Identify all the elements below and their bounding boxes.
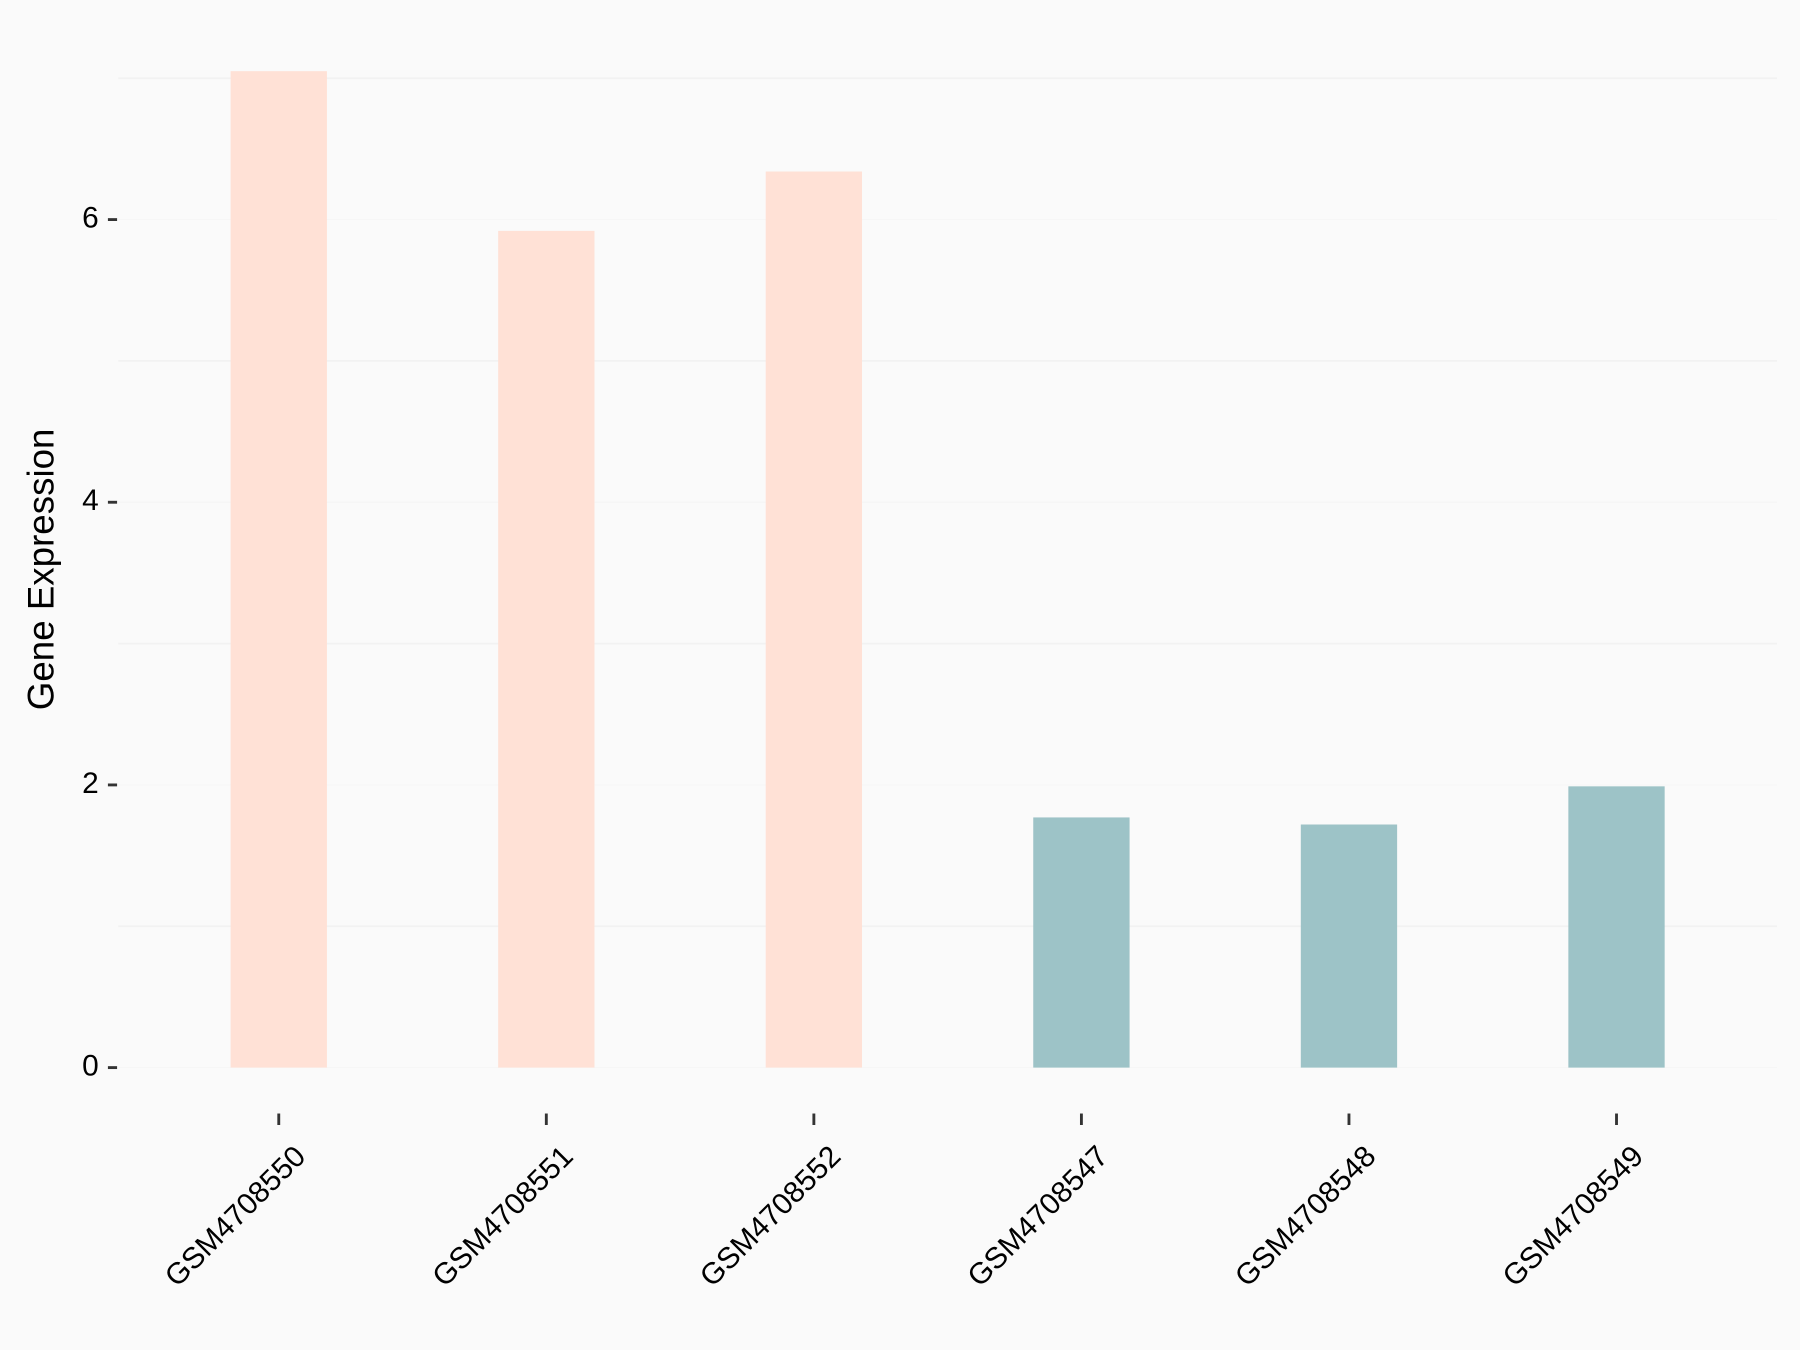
y-tick-label: 0 [82, 1049, 99, 1082]
y-tick-label: 2 [82, 767, 99, 800]
y-tick-label: 4 [82, 484, 99, 517]
y-axis-title: Gene Expression [20, 429, 61, 711]
bar [765, 171, 863, 1068]
bar [230, 71, 327, 1068]
bar [1300, 824, 1398, 1068]
bar [498, 230, 595, 1068]
bar [1568, 786, 1665, 1068]
y-tick-label: 6 [82, 201, 99, 234]
bar [1033, 817, 1130, 1068]
